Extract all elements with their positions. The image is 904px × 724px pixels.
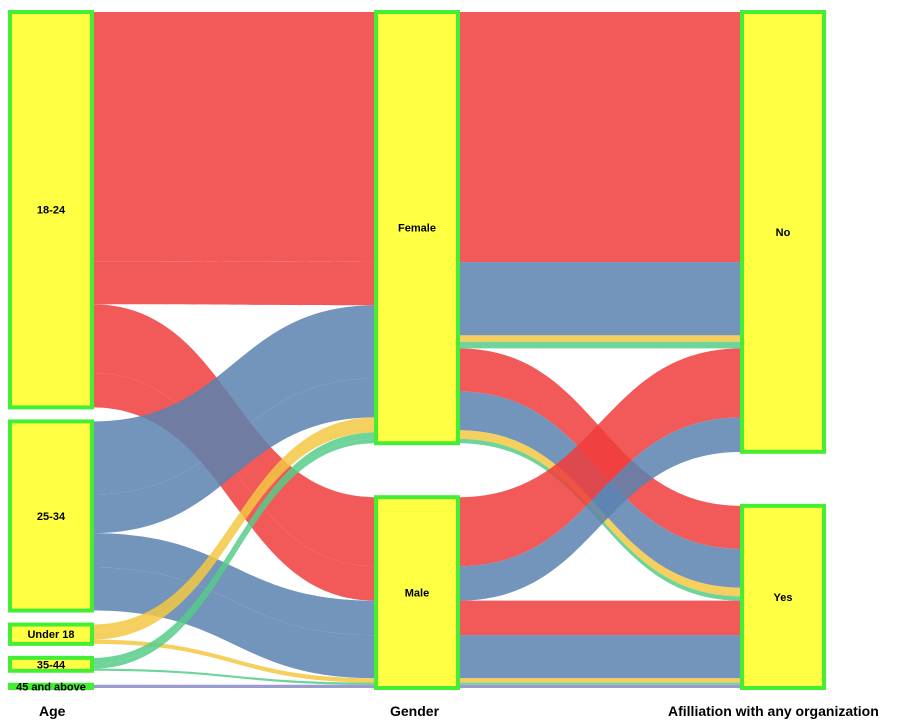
node-label-35-44: 35-44 <box>37 659 66 671</box>
node-yes <box>740 503 826 690</box>
link-female-no <box>458 335 742 342</box>
link-under-18-male <box>92 639 376 683</box>
link-female-no <box>458 262 742 336</box>
age-gender-links <box>92 12 376 688</box>
link-35-44-female <box>92 432 376 665</box>
link-male-yes <box>458 678 742 683</box>
nodes: 18-24 25-34 Under 18 35-44 45 and above Femal… <box>8 10 826 693</box>
link-male-no <box>458 348 742 567</box>
link-male-yes <box>458 635 742 679</box>
link-18-24-male <box>92 373 376 601</box>
axis-label-gender: Gender <box>390 703 440 719</box>
link-25-34-female <box>92 305 376 495</box>
sankey-diagram: 18-24 25-34 Under 18 35-44 45 and above Femal… <box>8 10 826 693</box>
node-label-female: Female <box>398 223 436 235</box>
node-35-44 <box>8 655 94 673</box>
link-18-24-female <box>92 12 376 263</box>
node-label-male: Male <box>405 588 429 600</box>
link-25-34-male <box>92 567 376 679</box>
node-label-18-24: 18-24 <box>37 205 66 217</box>
node-18-24 <box>8 10 94 410</box>
link-under-18-female <box>92 417 376 631</box>
link-35-44-female <box>92 438 376 669</box>
node-25-34 <box>8 419 94 613</box>
node-female <box>374 10 460 446</box>
link-45-and-above-male <box>92 684 376 688</box>
link-female-no <box>458 12 742 263</box>
node-under-18 <box>8 622 94 646</box>
gender-affiliation-links <box>458 12 742 688</box>
link-25-34-female <box>92 378 376 534</box>
link-male-yes <box>458 684 742 688</box>
axis-label-affiliation: Afilliation with any organization <box>668 703 879 719</box>
axis-label-age: Age <box>39 703 66 719</box>
link-male-no <box>458 417 742 601</box>
node-label-45-and-above: 45 and above <box>16 681 86 693</box>
node-male <box>374 495 460 690</box>
link-male-yes <box>458 600 742 636</box>
node-label-yes: Yes <box>774 592 793 604</box>
node-label-25-34: 25-34 <box>37 511 66 523</box>
link-female-no <box>458 341 742 349</box>
link-male-yes <box>458 682 742 685</box>
link-35-44-male <box>92 668 376 685</box>
node-45-and-above <box>8 682 94 690</box>
node-label-no: No <box>776 227 791 239</box>
link-18-24-female <box>92 261 376 306</box>
node-label-under-18: Under 18 <box>27 629 74 641</box>
node-no <box>740 10 826 454</box>
link-under-18-female <box>92 423 376 640</box>
link-25-34-male <box>92 533 376 636</box>
